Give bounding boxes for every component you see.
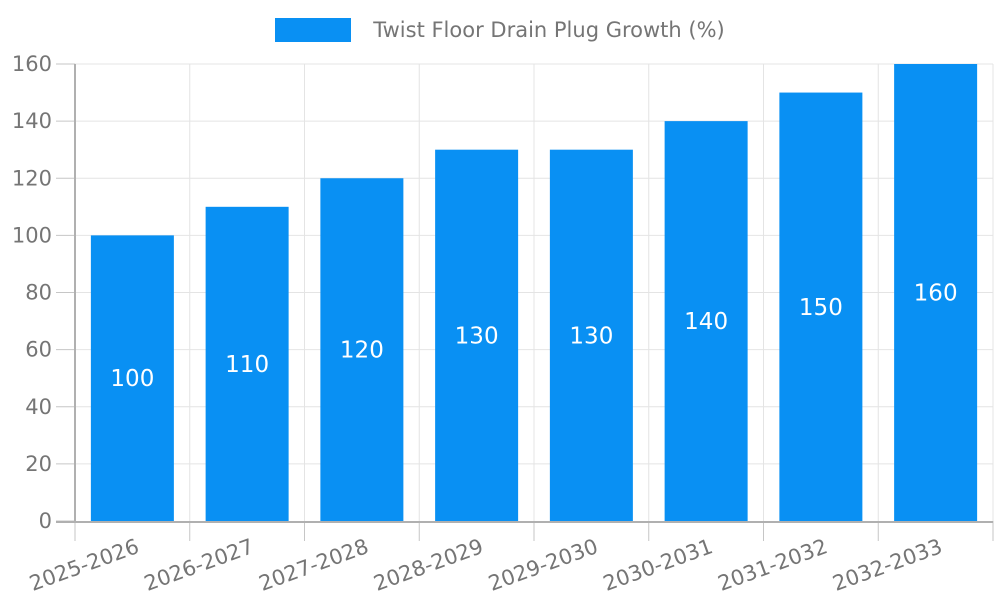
x-axis-label: 2025-2026 [26, 534, 142, 596]
bar-value-label: 130 [455, 323, 499, 349]
bar[interactable] [205, 206, 289, 521]
bar[interactable] [435, 149, 519, 521]
legend[interactable]: Twist Floor Drain Plug Growth (%) [0, 18, 1000, 42]
x-axis-label: 2026-2027 [141, 534, 257, 596]
bar[interactable] [779, 92, 863, 521]
x-axis-label: 2029-2030 [485, 534, 601, 596]
legend-swatch [275, 18, 352, 42]
bar-value-label: 120 [340, 338, 384, 364]
x-axis-label: 2031-2032 [715, 534, 831, 596]
legend-label: Twist Floor Drain Plug Growth (%) [373, 18, 725, 42]
bar[interactable] [320, 178, 404, 521]
y-axis-label: 100 [12, 223, 52, 247]
y-axis-label: 20 [25, 452, 52, 476]
y-axis-label: 120 [12, 166, 52, 190]
bar-value-label: 100 [110, 366, 154, 392]
y-axis-label: 80 [25, 281, 52, 305]
bar[interactable] [894, 64, 978, 521]
x-axis-label: 2030-2031 [600, 534, 716, 596]
bar-value-label: 130 [569, 323, 613, 349]
bar-value-label: 150 [799, 295, 843, 321]
bar-value-label: 160 [914, 281, 958, 307]
x-axis-label: 2027-2028 [256, 534, 372, 596]
y-axis-label: 60 [25, 338, 52, 362]
y-axis-label: 160 [12, 52, 52, 76]
bar[interactable] [90, 235, 174, 521]
bar[interactable] [549, 149, 633, 521]
bar-value-label: 110 [225, 352, 269, 378]
bar-value-label: 140 [684, 309, 728, 335]
x-axis-label: 2028-2029 [371, 534, 487, 596]
bar[interactable] [664, 121, 748, 521]
y-axis-label: 40 [25, 395, 52, 419]
x-axis-label: 2032-2033 [830, 534, 946, 596]
y-axis-label: 0 [39, 509, 52, 533]
y-axis-label: 140 [12, 109, 52, 133]
